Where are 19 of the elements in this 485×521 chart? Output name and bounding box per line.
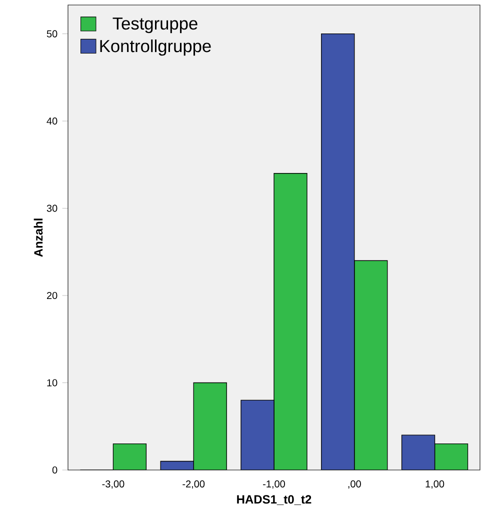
y-tick-label: 30 bbox=[46, 204, 58, 212]
x-tick-label: ,00 bbox=[348, 480, 361, 489]
bar bbox=[160, 461, 194, 470]
x-tick-label: -3,00 bbox=[102, 480, 124, 489]
y-axis-title: Anzahl bbox=[34, 218, 43, 257]
y-tick-label: 40 bbox=[46, 117, 58, 125]
y-tick-label: 10 bbox=[47, 379, 58, 386]
bar bbox=[321, 33, 355, 470]
y-tick-label: 50 bbox=[46, 30, 58, 38]
bar bbox=[240, 400, 274, 470]
x-tick-label: 1,00 bbox=[426, 480, 444, 489]
legend-label: Testgruppe bbox=[112, 18, 198, 34]
legend-label: Kontrollgruppe bbox=[100, 39, 211, 56]
y-tick-label: 20 bbox=[46, 292, 58, 300]
x-axis-title: HADS1_t0_t2 bbox=[237, 495, 312, 505]
x-tick-label: -2,00 bbox=[182, 480, 205, 489]
x-tick-label: -1,00 bbox=[263, 480, 285, 489]
y-tick-label: 0 bbox=[52, 466, 58, 474]
bar bbox=[401, 434, 436, 470]
